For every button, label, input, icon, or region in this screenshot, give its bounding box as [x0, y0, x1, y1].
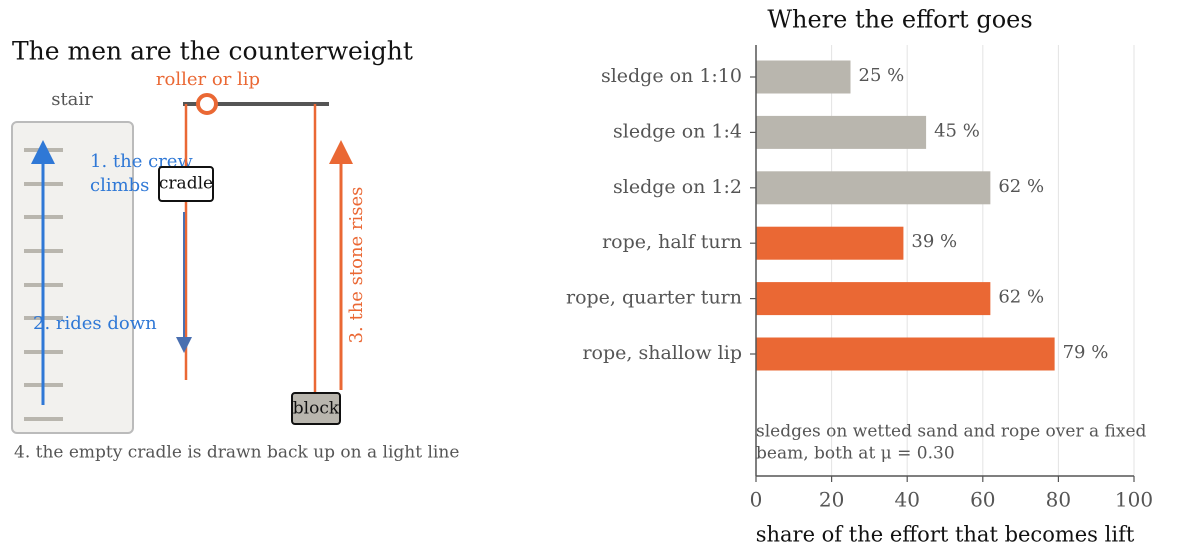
value-label: 79 % [1063, 342, 1109, 363]
caption: 4. the empty cradle is drawn back up on … [14, 443, 459, 463]
x-tick-label: 20 [819, 488, 844, 512]
diagram: The men are the counterweight stair 1. t… [11, 37, 459, 463]
stone-label: 3. the stone rises [346, 187, 367, 344]
bar [756, 171, 991, 205]
y-tick-label: rope, shallow lip [582, 342, 742, 364]
bar [756, 337, 1055, 371]
crew-label: climbs [90, 175, 149, 196]
value-label: 39 % [911, 231, 957, 252]
chart: 0 20 40 60 80 100 25 % sledge on 1:10 45 % sledge… [566, 6, 1153, 547]
block [291, 392, 341, 425]
stair-label: stair [51, 89, 93, 110]
x-tick-label: 40 [894, 488, 919, 512]
x-tick-label: 80 [1046, 488, 1071, 512]
annotation: sledges on wetted sand and rope over a f… [756, 422, 1147, 442]
bar [756, 282, 991, 316]
cradle [158, 166, 214, 202]
y-tick-label: rope, half turn [602, 231, 742, 253]
value-label: 45 % [934, 120, 980, 141]
value-label: 62 % [998, 287, 1044, 308]
value-label: 62 % [998, 176, 1044, 197]
chart-title: Where the effort goes [767, 6, 1032, 34]
x-tick-label: 0 [750, 488, 763, 512]
y-tick-label: sledge on 1:10 [601, 65, 742, 87]
bar [756, 60, 851, 94]
bar [756, 115, 927, 149]
annotation: beam, both at μ = 0.30 [756, 444, 955, 464]
roller [196, 93, 218, 115]
diagram-title: The men are the counterweight [12, 37, 413, 66]
y-tick-label: sledge on 1:4 [613, 120, 742, 142]
x-tick-label: 60 [970, 488, 995, 512]
rides-label: 2. rides down [33, 313, 157, 334]
value-label: 25 % [859, 65, 905, 86]
cradle-label: cradle [159, 174, 213, 194]
roller-label: roller or lip [156, 69, 260, 90]
y-tick-label: sledge on 1:2 [613, 176, 742, 198]
y-tick-label: rope, quarter turn [566, 287, 742, 309]
bar [756, 226, 904, 260]
block-label: block [293, 399, 340, 419]
x-tick-label: 100 [1115, 488, 1153, 512]
x-axis-label: share of the effort that becomes lift [756, 523, 1135, 547]
